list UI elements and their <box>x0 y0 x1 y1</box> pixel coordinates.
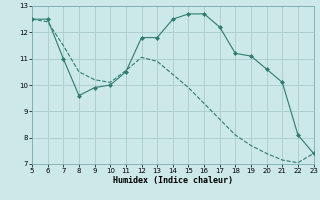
X-axis label: Humidex (Indice chaleur): Humidex (Indice chaleur) <box>113 176 233 185</box>
